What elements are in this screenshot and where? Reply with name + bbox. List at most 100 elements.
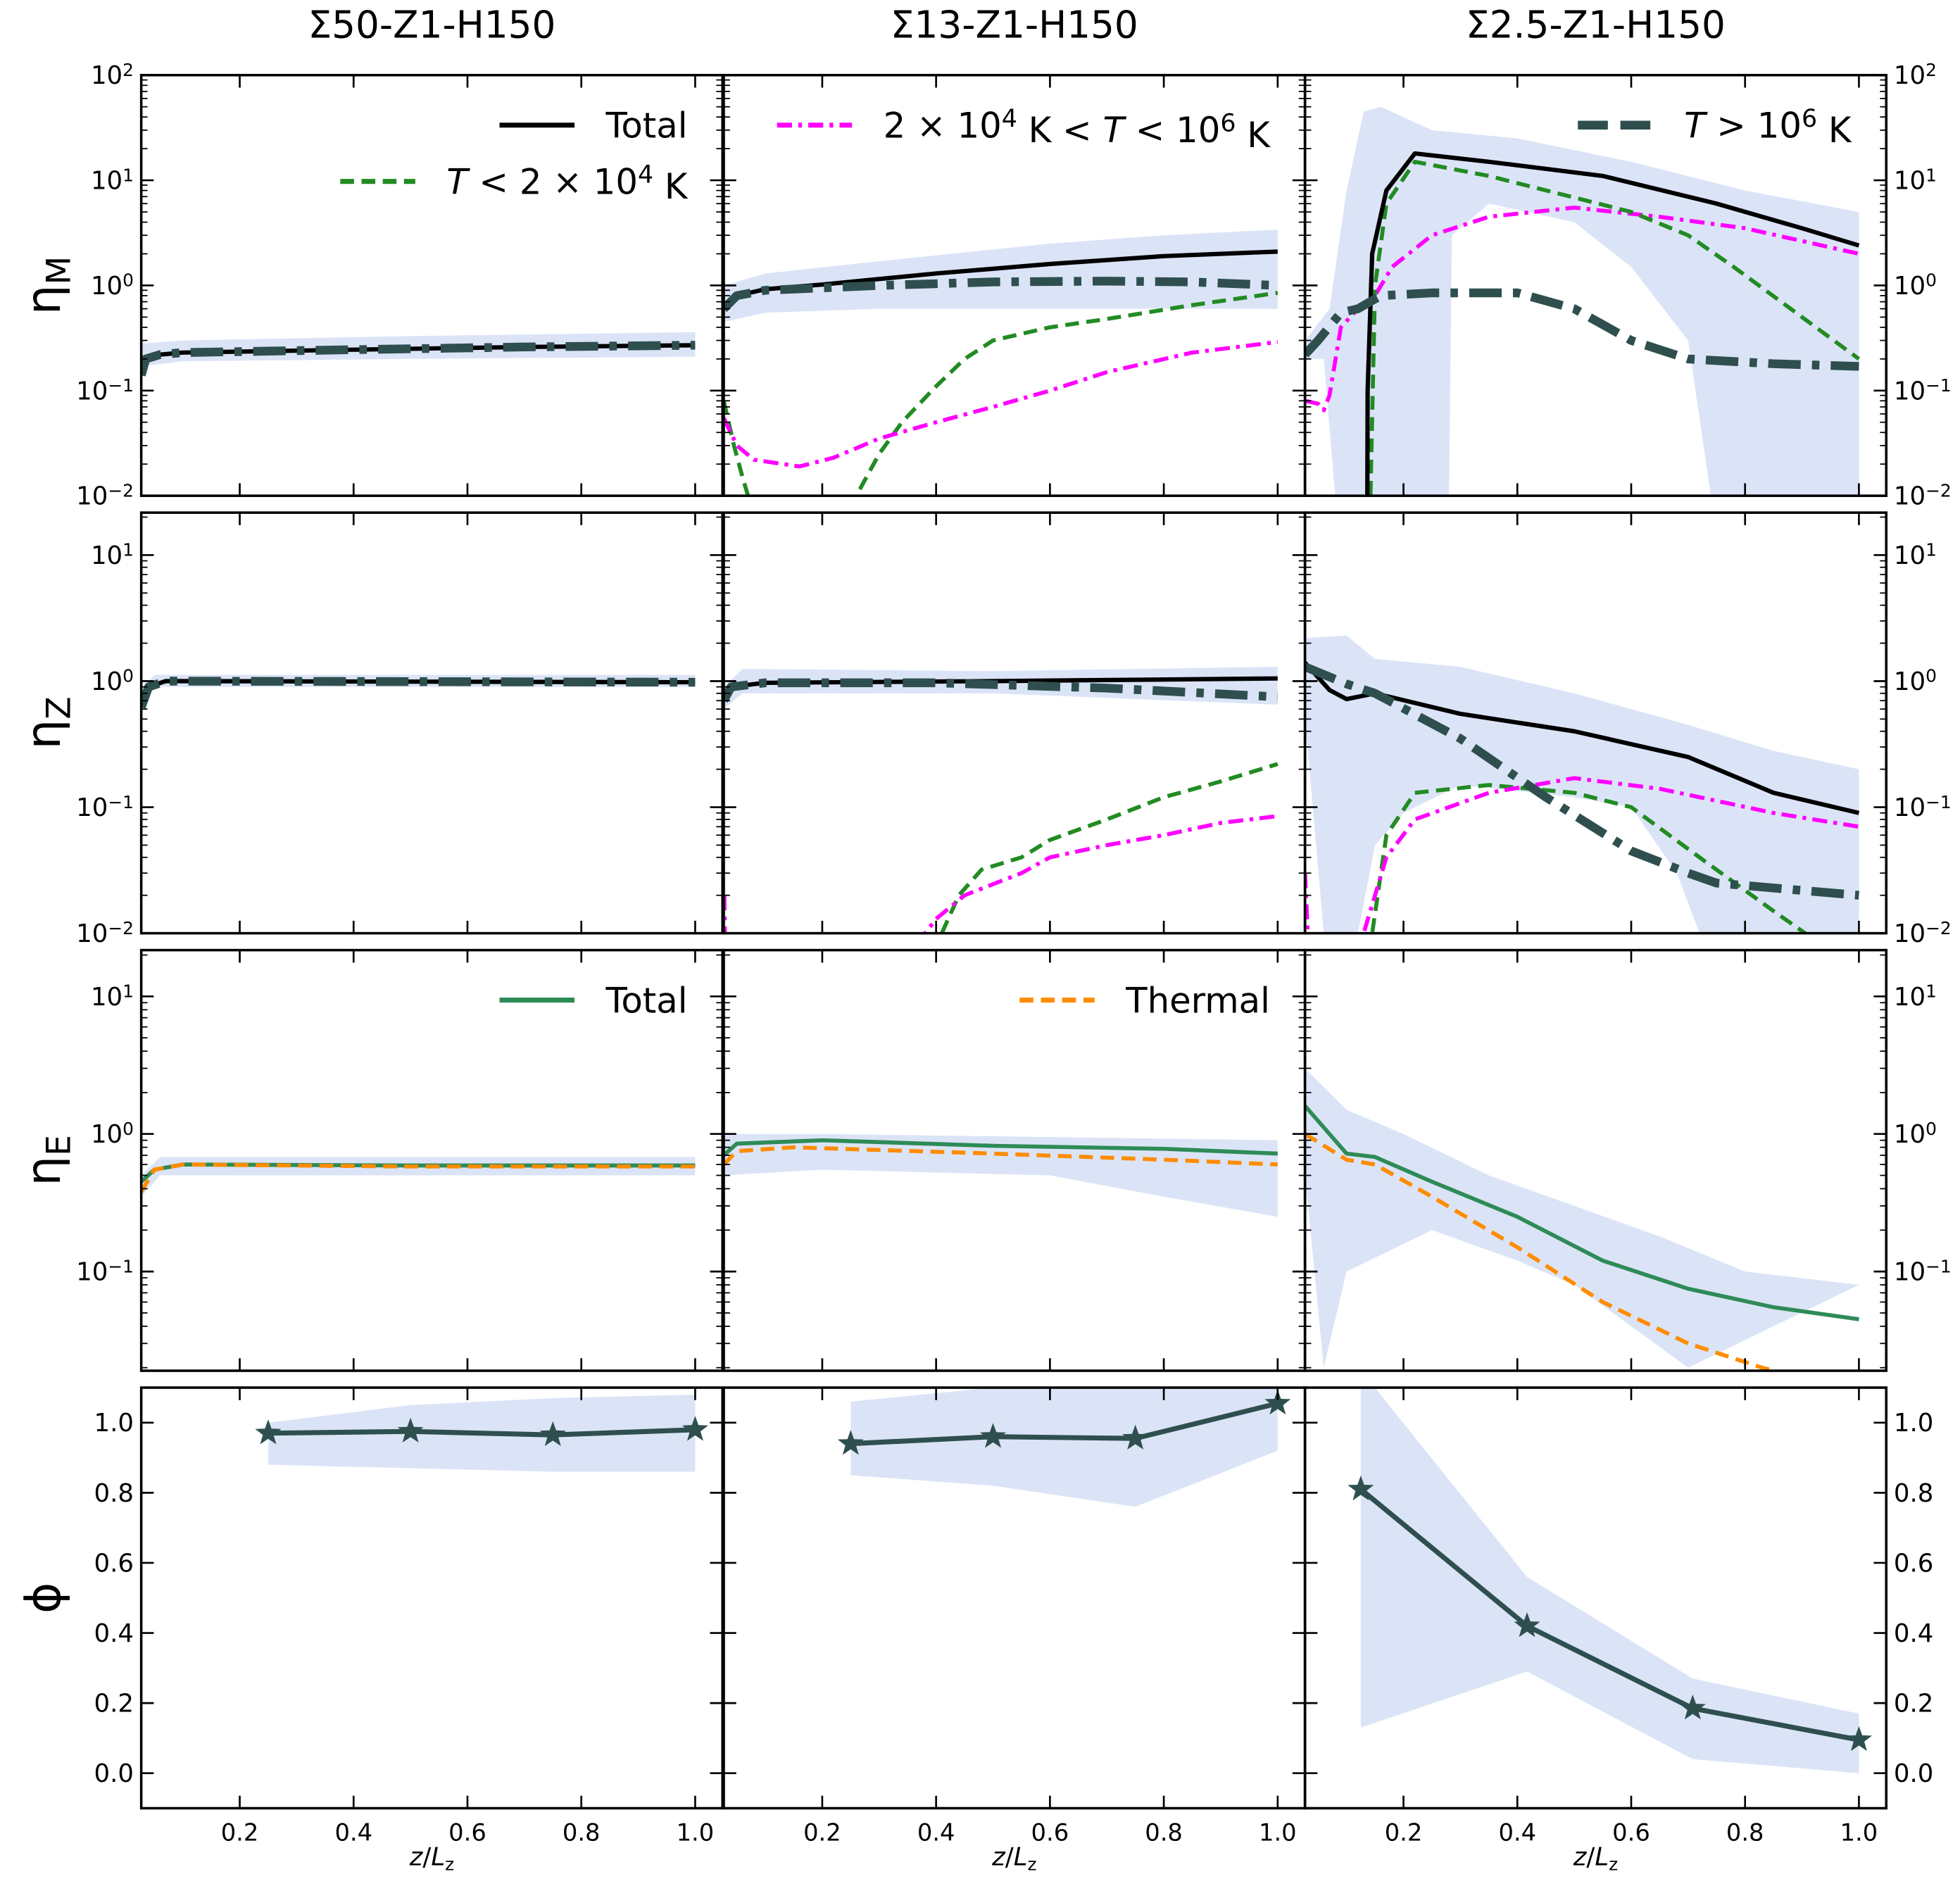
star-marker — [1264, 1389, 1291, 1415]
axes-frame — [1303, 511, 1888, 935]
y-tick-label: 10−1​ — [76, 792, 134, 822]
plot-area — [724, 667, 1279, 934]
series-line-warm — [1305, 776, 1859, 934]
legend-label: 2 × 104​ K < T < 106​ K — [884, 105, 1271, 156]
panel-r1-c1 — [722, 511, 1307, 935]
x-tick-label: 0.8 — [563, 1819, 601, 1847]
series-line-cold — [939, 762, 1279, 934]
scatter-band — [724, 1133, 1278, 1217]
y-tick-label: 100​ — [1894, 1119, 1937, 1149]
scatter-band — [1360, 1388, 1859, 1773]
panel-r1-c2 — [1303, 511, 1888, 935]
x-axis-label: z/Lz​ — [1573, 1842, 1618, 1874]
y-tick-label: 0.0 — [1894, 1759, 1933, 1788]
x-tick-label: 0.2 — [221, 1819, 259, 1847]
axes-frame — [1303, 948, 1888, 1372]
y-tick-label: 100​ — [1894, 666, 1937, 696]
column-title: Σ50-Z1-H150 — [308, 3, 556, 46]
series-line-total — [1305, 661, 1860, 815]
legend-label: Total — [605, 106, 687, 146]
x-tick-label: 0.4 — [917, 1819, 955, 1847]
panel-r3-c0 — [139, 1386, 724, 1810]
y-tick-label: 101​ — [1894, 540, 1937, 570]
y-tick-label: 10−2​ — [76, 480, 134, 510]
x-tick-label: 0.6 — [1612, 1819, 1650, 1847]
plot-area — [141, 1157, 696, 1197]
y-tick-label: 10−1​ — [76, 375, 134, 406]
y-tick-label: 101​ — [1894, 165, 1937, 195]
y-tick-label: 0.0 — [94, 1759, 134, 1788]
series-line-phi — [1359, 1487, 1860, 1742]
star-marker — [1514, 1612, 1540, 1638]
plot-area — [141, 332, 696, 377]
column-title: Σ13-Z1-H150 — [891, 3, 1138, 46]
x-axis-label: z/Lz​ — [409, 1842, 454, 1874]
y-tick-label: 10−2​ — [1894, 918, 1952, 948]
plot-area — [1305, 1068, 1859, 1371]
x-tick-label: 0.4 — [334, 1819, 372, 1847]
y-axis-label: ηE​ — [15, 1135, 78, 1186]
x-tick-label: 0.8 — [1726, 1819, 1764, 1847]
star-marker — [255, 1419, 282, 1445]
panel-r1-c0 — [139, 511, 724, 935]
y-tick-label: 10−2​ — [1894, 480, 1952, 510]
scatter-band — [724, 230, 1278, 322]
y-tick-label: 10−1​ — [1894, 1256, 1952, 1286]
x-tick-label: 0.6 — [448, 1819, 486, 1847]
axes-frame — [139, 511, 724, 935]
panel-r0-c2 — [1303, 73, 1888, 497]
legend-label: Total — [605, 980, 687, 1021]
y-tick-label: 0.8 — [1894, 1479, 1933, 1508]
y-tick-label: 100​ — [91, 270, 134, 301]
y-tick-label: 0.2 — [94, 1690, 134, 1718]
legend-label: T < 2 × 104​ K — [446, 161, 689, 207]
panel-r3-c1 — [722, 1386, 1307, 1810]
star-marker — [837, 1430, 864, 1455]
plot-area — [837, 1388, 1291, 1507]
x-axis-label: z/Lz​ — [991, 1842, 1036, 1874]
star-marker — [1122, 1424, 1149, 1450]
y-tick-label: 0.2 — [1894, 1690, 1933, 1718]
y-tick-label: 100​ — [1894, 270, 1937, 301]
plot-area — [1305, 106, 1861, 496]
series-line-hot — [724, 678, 1279, 703]
series-line-etotal — [1305, 1104, 1859, 1321]
y-tick-label: 10−2​ — [76, 918, 134, 948]
plot-area — [255, 1394, 709, 1472]
panel-r0-c1 — [722, 73, 1307, 497]
y-tick-label: 101​ — [91, 165, 134, 195]
star-marker — [539, 1421, 566, 1447]
plot-area — [141, 674, 696, 710]
series-line-hot — [141, 677, 696, 709]
scatter-band — [850, 1388, 1278, 1507]
y-tick-label: 0.4 — [1894, 1619, 1933, 1648]
series-line-phi — [268, 1427, 696, 1438]
series-line-total — [1365, 151, 1860, 496]
y-tick-label: 101​ — [1894, 981, 1937, 1012]
plot-area — [724, 1133, 1278, 1217]
star-marker — [979, 1423, 1007, 1448]
axes-frame — [722, 511, 1307, 935]
series-line-warm — [724, 814, 1279, 934]
x-tick-label: 0.8 — [1145, 1819, 1183, 1847]
y-tick-label: 101​ — [91, 981, 134, 1012]
x-tick-label: 0.4 — [1498, 1819, 1536, 1847]
y-tick-label: 1.0 — [94, 1409, 134, 1438]
star-marker — [1679, 1695, 1706, 1720]
y-tick-label: 10−1​ — [76, 1256, 134, 1286]
y-tick-label: 102​ — [91, 60, 134, 90]
x-tick-label: 0.2 — [803, 1819, 841, 1847]
panel-r2-c2 — [1303, 948, 1888, 1372]
y-tick-label: 0.6 — [94, 1549, 134, 1578]
y-axis-label: ϕ — [15, 1583, 71, 1614]
y-tick-label: 100​ — [91, 666, 134, 696]
y-tick-label: 1.0 — [1894, 1409, 1933, 1438]
star-marker — [397, 1417, 424, 1443]
series-line-warm — [724, 339, 1279, 469]
x-tick-label: 1.0 — [1259, 1819, 1297, 1847]
y-tick-label: 10−1​ — [1894, 375, 1952, 406]
y-tick-label: 10−1​ — [1894, 792, 1952, 822]
series-line-hot — [1305, 288, 1859, 371]
legend-label: Thermal — [1125, 980, 1270, 1021]
